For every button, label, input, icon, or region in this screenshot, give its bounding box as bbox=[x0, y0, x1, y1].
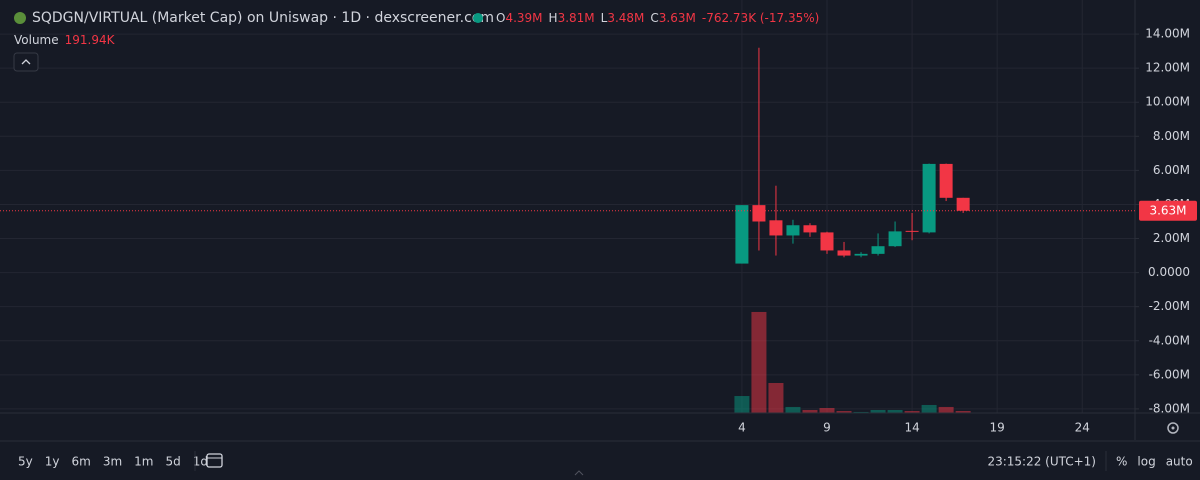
scale-option[interactable]: auto bbox=[1166, 455, 1193, 469]
candle-body bbox=[922, 163, 936, 233]
candle-body bbox=[871, 246, 885, 254]
y-tick-label: 0.0000 bbox=[1148, 265, 1190, 279]
volume-bar bbox=[887, 409, 903, 413]
range-button[interactable]: 5y bbox=[18, 455, 33, 469]
y-tick-label: 6.00M bbox=[1153, 163, 1190, 177]
ohlc-value: 3.63M bbox=[659, 11, 696, 25]
gear-center bbox=[1171, 426, 1175, 430]
y-tick-label: 8.00M bbox=[1153, 129, 1190, 143]
ohlc-key: O bbox=[496, 11, 505, 25]
volume-bar bbox=[955, 411, 971, 413]
ohlc-readout: O4.39M H3.81M L3.48M C3.63M -762.73K (-17.35… bbox=[496, 11, 819, 25]
ohlc-value: 3.81M bbox=[558, 11, 595, 25]
collapse-button-box[interactable] bbox=[13, 52, 39, 72]
expand-handle[interactable] bbox=[574, 470, 584, 476]
volume-title: Volume bbox=[14, 33, 59, 47]
gear-icon[interactable] bbox=[1167, 422, 1179, 434]
range-button[interactable]: 5d bbox=[165, 455, 180, 469]
bottom-toolbar: 5y 1y 6m 3m 1m 5d 1d 23:15:22 (UTC+1)% log auto bbox=[18, 455, 1193, 469]
volume-value: 191.94K bbox=[65, 33, 116, 47]
x-tick-label: 24 bbox=[1075, 421, 1090, 435]
candle-body bbox=[803, 225, 817, 233]
volume-bar bbox=[785, 406, 801, 413]
volume-label: Volume 191.94K bbox=[14, 33, 116, 47]
volume-bar bbox=[802, 409, 818, 413]
date-range-button[interactable] bbox=[206, 453, 223, 468]
volume-bar bbox=[751, 311, 767, 413]
y-tick-label: -8.00M bbox=[1149, 401, 1190, 415]
y-tick-label: -4.00M bbox=[1149, 333, 1190, 347]
range-button[interactable]: 1y bbox=[45, 455, 60, 469]
x-tick-label: 9 bbox=[823, 421, 831, 435]
token-icon bbox=[14, 12, 26, 24]
x-tick-label: 4 bbox=[738, 421, 746, 435]
volume-bar bbox=[853, 411, 869, 413]
x-tick-label: 14 bbox=[904, 421, 919, 435]
volume-bar bbox=[768, 383, 784, 413]
ohlc-value: 4.39M bbox=[505, 11, 542, 25]
candle-body bbox=[735, 205, 749, 264]
range-button[interactable]: 3m bbox=[103, 455, 122, 469]
candle-body bbox=[752, 205, 766, 222]
candle-body bbox=[939, 163, 953, 198]
candle-body bbox=[854, 253, 868, 256]
y-tick-label: 10.00M bbox=[1145, 95, 1190, 109]
ohlc-key: H bbox=[549, 11, 558, 25]
clock: 23:15:22 (UTC+1) bbox=[987, 455, 1096, 469]
volume-bar bbox=[870, 409, 886, 413]
last-price-tag bbox=[1139, 200, 1197, 221]
settings-button[interactable] bbox=[1167, 422, 1179, 434]
range-button[interactable]: 1m bbox=[134, 455, 153, 469]
y-tick-label: -6.00M bbox=[1149, 367, 1190, 381]
volume-bar bbox=[734, 396, 750, 413]
candle-body bbox=[786, 225, 800, 236]
calendar-icon[interactable] bbox=[206, 453, 223, 468]
scale-option[interactable]: % bbox=[1116, 455, 1127, 469]
candle-body bbox=[837, 250, 851, 256]
volume-bar bbox=[938, 406, 954, 413]
y-tick-label: -2.00M bbox=[1149, 299, 1190, 313]
volume-bar bbox=[921, 404, 937, 413]
ohlc-value: 3.48M bbox=[607, 11, 644, 25]
collapse-button[interactable] bbox=[13, 52, 39, 72]
candle-body bbox=[820, 232, 834, 251]
volume-bar bbox=[819, 408, 835, 413]
candle-body bbox=[769, 220, 783, 236]
volume-pane bbox=[734, 311, 971, 413]
ohlc-key: L bbox=[601, 11, 608, 25]
chart-title: SQDGN/VIRTUAL (Market Cap) on Uniswap · … bbox=[32, 10, 494, 26]
ohlc-change: -762.73K (-17.35%) bbox=[702, 11, 819, 25]
candle-body bbox=[888, 231, 902, 247]
candle-body bbox=[905, 230, 919, 232]
volume-bar bbox=[904, 411, 920, 413]
status-dot bbox=[473, 13, 483, 23]
scale-option[interactable]: log bbox=[1137, 455, 1155, 469]
candles bbox=[735, 47, 970, 264]
range-button[interactable]: 1d bbox=[193, 455, 208, 469]
last-price-label: 3.63M bbox=[1149, 203, 1186, 217]
y-tick-label: 14.00M bbox=[1145, 27, 1190, 41]
volume-bar bbox=[836, 411, 852, 413]
chevron-icon bbox=[21, 59, 31, 65]
y-tick-label: 12.00M bbox=[1145, 61, 1190, 75]
y-tick-label: 2.00M bbox=[1153, 231, 1190, 245]
candle-body bbox=[956, 197, 970, 211]
range-button[interactable]: 6m bbox=[72, 455, 91, 469]
ohlc-key: C bbox=[650, 11, 658, 25]
x-tick-label: 19 bbox=[990, 421, 1005, 435]
